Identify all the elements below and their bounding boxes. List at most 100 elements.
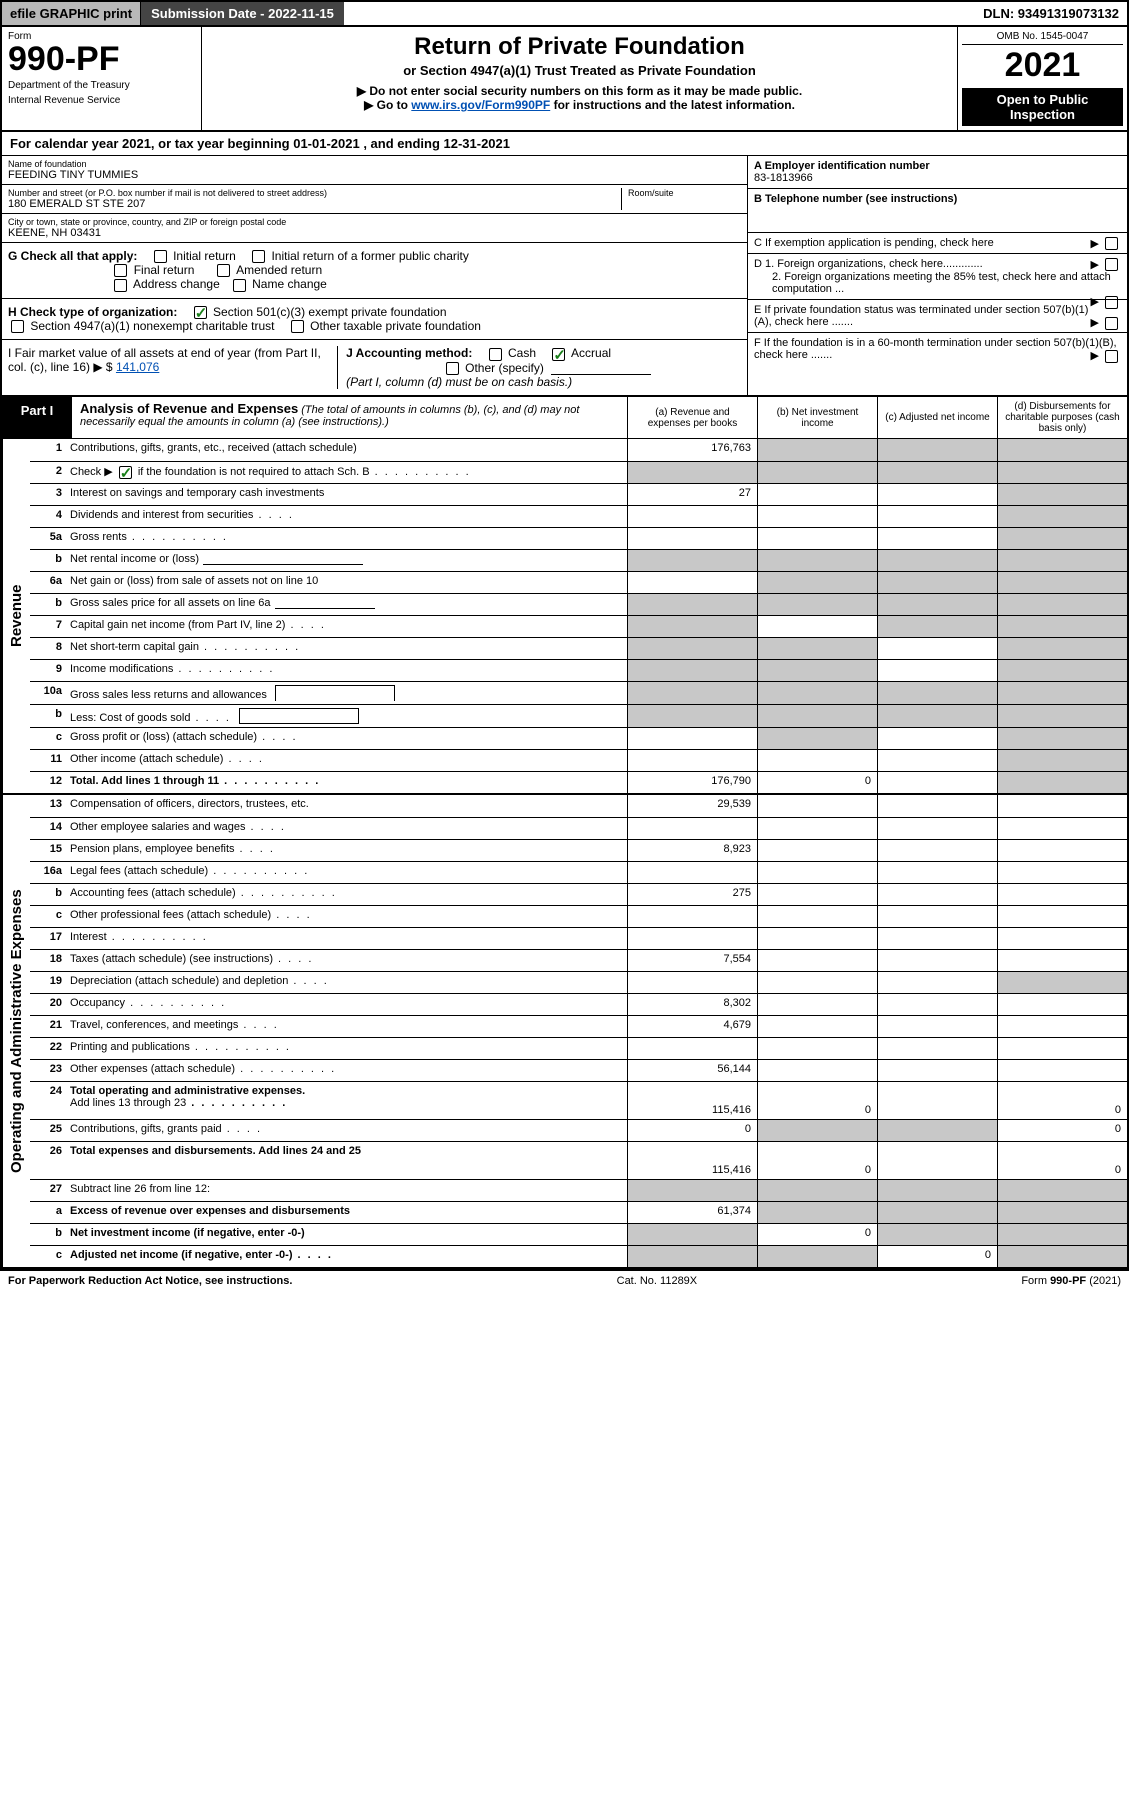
val-d	[997, 572, 1127, 593]
val-a	[627, 728, 757, 749]
city-label: City or town, state or province, country…	[8, 217, 741, 227]
val-b	[757, 1016, 877, 1037]
val-b	[757, 1202, 877, 1223]
6b-input[interactable]	[275, 597, 375, 609]
row-desc: Income modifications	[66, 660, 627, 681]
row-24: 24 Total operating and administrative ex…	[30, 1081, 1127, 1119]
val-d	[997, 750, 1127, 771]
ein-value: 83-1813966	[754, 172, 813, 184]
val-b	[757, 928, 877, 949]
val-b	[757, 1060, 877, 1081]
val-a: 56,144	[627, 1060, 757, 1081]
cb-other-method[interactable]	[446, 362, 459, 375]
rental-input[interactable]	[203, 553, 363, 565]
row-desc: Adjusted net income (if negative, enter …	[66, 1246, 627, 1267]
opt-other-method: Other (specify)	[465, 361, 544, 375]
row-desc: Pension plans, employee benefits	[66, 840, 627, 861]
val-d	[997, 950, 1127, 971]
row-num: 22	[30, 1038, 66, 1059]
val-a: 115,416	[627, 1082, 757, 1119]
cb-status-terminated[interactable]	[1105, 317, 1118, 330]
row-desc: Interest on savings and temporary cash i…	[66, 484, 627, 505]
row-num: 14	[30, 818, 66, 839]
revenue-section: Revenue 1 Contributions, gifts, grants, …	[2, 439, 1127, 795]
j-label: J Accounting method:	[346, 346, 472, 360]
cb-final-return[interactable]	[114, 264, 127, 277]
entity-info: Name of foundation FEEDING TINY TUMMIES …	[2, 156, 1127, 395]
irs-link[interactable]: www.irs.gov/Form990PF	[411, 98, 550, 112]
fmv-value[interactable]: 141,076	[116, 360, 159, 374]
opt-501c3: Section 501(c)(3) exempt private foundat…	[213, 305, 446, 319]
row-desc: Total expenses and disbursements. Add li…	[66, 1142, 627, 1179]
row-num: 10a	[30, 682, 66, 704]
entity-left: Name of foundation FEEDING TINY TUMMIES …	[2, 156, 747, 395]
row-num: c	[30, 728, 66, 749]
row-desc: Check ▶ if the foundation is not require…	[66, 462, 627, 483]
cb-accrual[interactable]	[552, 348, 565, 361]
val-d	[997, 484, 1127, 505]
cb-name-change[interactable]	[233, 279, 246, 292]
row-16c: c Other professional fees (attach schedu…	[30, 905, 1127, 927]
val-d	[997, 506, 1127, 527]
cb-foreign-org[interactable]	[1105, 258, 1118, 271]
val-c	[877, 594, 997, 615]
cb-cash[interactable]	[489, 348, 502, 361]
cb-other-taxable[interactable]	[291, 320, 304, 333]
val-c	[877, 484, 997, 505]
foundation-name-cell: Name of foundation FEEDING TINY TUMMIES	[2, 156, 747, 185]
val-b	[757, 1038, 877, 1059]
cb-501c3[interactable]	[194, 306, 207, 319]
val-d	[997, 862, 1127, 883]
val-c	[877, 994, 997, 1015]
row-num: 18	[30, 950, 66, 971]
row-num: 26	[30, 1142, 66, 1179]
val-c	[877, 1224, 997, 1245]
val-a	[627, 638, 757, 659]
row-23: 23 Other expenses (attach schedule) 56,1…	[30, 1059, 1127, 1081]
efile-print-button[interactable]: efile GRAPHIC print	[2, 2, 141, 25]
row-desc: Gross profit or (loss) (attach schedule)	[66, 728, 627, 749]
val-a: 7,554	[627, 950, 757, 971]
val-c	[877, 1202, 997, 1223]
row-num: 4	[30, 506, 66, 527]
header-right: OMB No. 1545-0047 2021 Open to Public In…	[957, 27, 1127, 130]
cat-number: Cat. No. 11289X	[292, 1275, 1021, 1287]
cb-amended[interactable]	[217, 264, 230, 277]
foundation-name: FEEDING TINY TUMMIES	[8, 169, 741, 181]
c-cell: C If exemption application is pending, c…	[748, 233, 1127, 254]
row-3: 3 Interest on savings and temporary cash…	[30, 483, 1127, 505]
row-num: 20	[30, 994, 66, 1015]
opt-initial: Initial return	[173, 249, 236, 263]
row-desc: Accounting fees (attach schedule)	[66, 884, 627, 905]
row-8: 8 Net short-term capital gain	[30, 637, 1127, 659]
row-2: 2 Check ▶ if the foundation is not requi…	[30, 461, 1127, 483]
opt-final: Final return	[134, 263, 195, 277]
other-specify-input[interactable]	[551, 363, 651, 375]
street-address: 180 EMERALD ST STE 207	[8, 198, 621, 210]
cb-60month[interactable]	[1105, 350, 1118, 363]
row-num: 21	[30, 1016, 66, 1037]
cb-exemption-pending[interactable]	[1105, 237, 1118, 250]
row-num: 1	[30, 439, 66, 461]
val-d	[997, 972, 1127, 993]
row-desc: Gross sales price for all assets on line…	[66, 594, 627, 615]
cb-initial-return[interactable]	[154, 250, 167, 263]
val-a	[627, 705, 757, 727]
row-22: 22 Printing and publications	[30, 1037, 1127, 1059]
val-a	[627, 972, 757, 993]
cb-4947[interactable]	[11, 320, 24, 333]
val-c	[877, 1082, 997, 1119]
h-check-row: H Check type of organization: Section 50…	[2, 299, 747, 341]
row-num: 9	[30, 660, 66, 681]
row-num: 25	[30, 1120, 66, 1141]
val-a: 29,539	[627, 795, 757, 817]
cb-initial-former[interactable]	[252, 250, 265, 263]
val-c	[877, 506, 997, 527]
part1-label: Part I	[2, 397, 72, 438]
val-b	[757, 1120, 877, 1141]
row-desc: Net investment income (if negative, ente…	[66, 1224, 627, 1245]
cb-sch-b[interactable]	[119, 466, 132, 479]
open-public-badge: Open to Public Inspection	[962, 88, 1123, 126]
row-desc: Contributions, gifts, grants paid	[66, 1120, 627, 1141]
cb-address-change[interactable]	[114, 279, 127, 292]
